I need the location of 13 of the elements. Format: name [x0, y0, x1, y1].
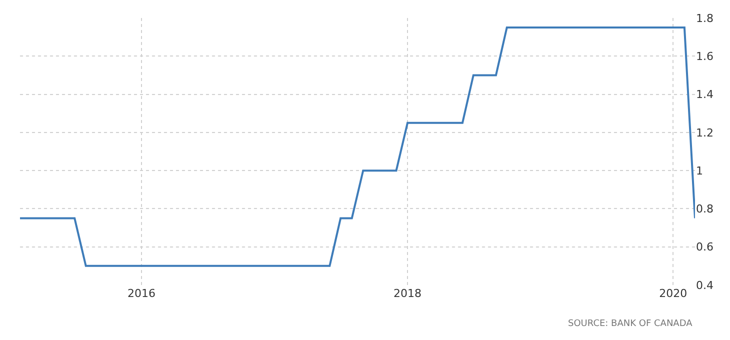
y-tick-label: 1.8: [696, 12, 714, 25]
line-series: [20, 26, 695, 267]
x-tick-label: 2018: [394, 287, 422, 300]
x-tick-label: 2016: [128, 287, 156, 300]
y-tick-label: 1: [696, 164, 703, 178]
y-tick-label: 0.6: [696, 240, 714, 254]
y-tick-label: 1.4: [696, 88, 714, 102]
y-tick-label: 1.2: [696, 126, 714, 140]
y-tick-label: 1.6: [696, 50, 714, 63]
y-tick-label: 0.4: [696, 278, 714, 292]
x-tick-label: 2020: [659, 287, 688, 300]
y-tick-label: 0.8: [696, 202, 714, 216]
source-note: SOURCE: BANK OF CANADA: [568, 319, 694, 329]
